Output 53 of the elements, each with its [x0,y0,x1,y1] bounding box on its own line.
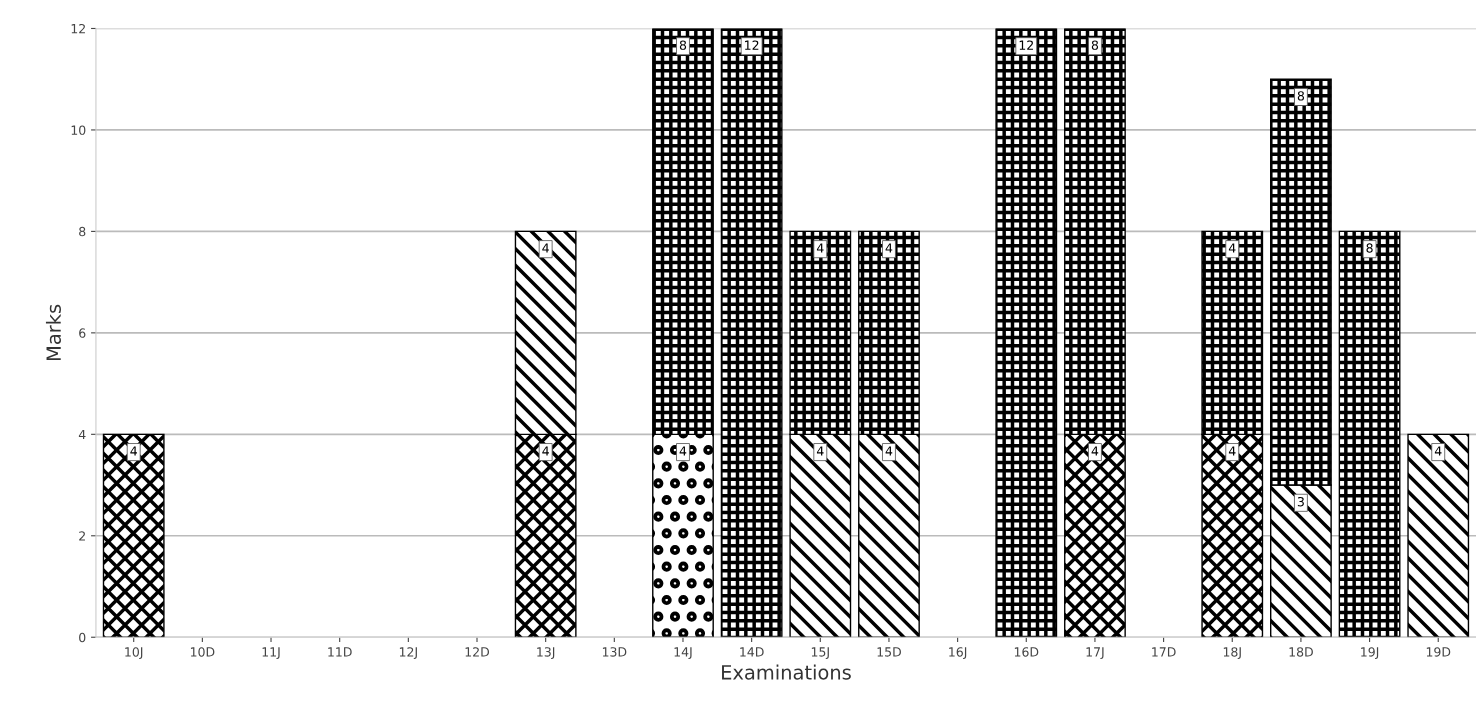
data-label: 8 [1091,40,1099,50]
data-label: 12 [1019,40,1033,50]
x-tick-label: 17D [1152,647,1176,657]
x-tick-label: 14J [674,647,692,659]
data-label: 4 [542,446,549,456]
x-tick-label: 12D [465,647,490,657]
x-tick-label: 16D [1014,647,1039,657]
y-tick-label: 2 [79,531,85,541]
bar [720,28,783,638]
y-tick-label: 10 [71,125,86,135]
data-label: 8 [1366,243,1373,253]
x-tick-label: 16J [949,647,967,659]
x-tick-label: 11J [262,647,280,659]
data-label: 8 [679,40,687,50]
x-tick-label: 18D [1289,647,1313,657]
data-label: 4 [542,243,549,253]
x-tick-label: 15D [877,647,901,657]
data-label: 4 [1228,243,1236,253]
data-label: 4 [679,446,687,456]
x-tick-label: 10J [125,647,143,659]
x-tick-label: 13D [602,647,627,657]
y-tick-label: 4 [78,429,86,440]
x-tick-label: 18J [1223,647,1241,659]
x-tick-label: 10D [190,647,215,657]
data-label: 3 [1297,496,1304,507]
y-tick-label: 6 [79,328,86,338]
bar [1407,433,1470,638]
x-tick-label: 19J [1361,647,1379,659]
x-tick-label: 14D [740,647,764,657]
y-axis-title: Marks [45,304,61,360]
data-label: 4 [885,446,893,456]
data-label: 4 [1091,446,1099,456]
y-tick-label: 8 [79,226,86,237]
y-tick-label: 0 [79,632,86,643]
x-tick-label: 12J [399,647,417,659]
data-label: 4 [885,243,893,253]
bar [1338,230,1401,638]
x-tick-label: 13J [537,647,555,659]
data-label: 4 [1434,446,1442,456]
x-tick-label: 15J [811,647,829,659]
bar [995,28,1058,638]
x-tick-label: 19D [1426,647,1451,657]
data-label: 4 [816,446,824,456]
data-label: 4 [816,243,824,253]
data-label: 12 [745,40,759,50]
data-label: 4 [130,446,137,456]
bar [102,433,165,638]
x-tick-label: 11D [328,647,352,657]
x-tick-label: 17J [1086,647,1104,659]
data-label: 4 [1228,446,1236,456]
x-axis-title: Examinations [722,664,851,680]
y-tick-label: 12 [71,23,85,34]
data-label: 8 [1297,91,1305,101]
